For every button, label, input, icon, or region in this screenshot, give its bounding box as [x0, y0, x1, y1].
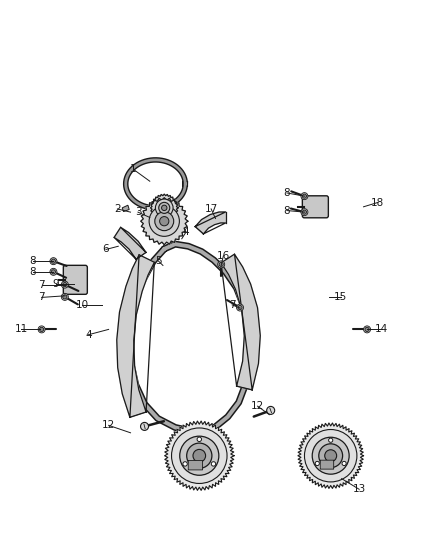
Circle shape [219, 262, 223, 266]
Text: 13: 13 [353, 484, 366, 494]
FancyBboxPatch shape [302, 196, 328, 218]
Circle shape [141, 422, 148, 431]
Text: 7: 7 [38, 293, 45, 302]
Text: 8: 8 [283, 188, 290, 198]
Text: 18: 18 [371, 198, 384, 207]
Circle shape [342, 462, 346, 465]
Polygon shape [141, 198, 188, 245]
Circle shape [159, 203, 170, 213]
Circle shape [39, 327, 44, 332]
Polygon shape [165, 421, 234, 490]
Circle shape [237, 304, 244, 311]
Text: 17: 17 [205, 204, 218, 214]
Circle shape [172, 428, 227, 483]
Text: 10: 10 [76, 300, 89, 310]
Circle shape [302, 210, 307, 214]
Circle shape [63, 295, 67, 299]
Circle shape [267, 406, 275, 415]
Text: 4: 4 [183, 227, 190, 237]
Circle shape [155, 199, 173, 217]
Circle shape [315, 462, 319, 465]
Circle shape [50, 257, 57, 265]
Circle shape [365, 327, 369, 332]
Circle shape [61, 281, 68, 288]
Circle shape [325, 450, 337, 462]
Text: 14: 14 [375, 325, 389, 334]
Circle shape [364, 326, 371, 333]
Text: 7: 7 [229, 300, 236, 310]
Circle shape [301, 192, 308, 200]
Circle shape [149, 206, 180, 236]
Circle shape [218, 261, 225, 268]
Text: 8: 8 [283, 206, 290, 215]
FancyBboxPatch shape [188, 461, 202, 470]
Circle shape [302, 194, 307, 198]
Circle shape [328, 438, 333, 442]
Circle shape [61, 293, 68, 301]
Polygon shape [122, 205, 129, 212]
Text: 5: 5 [155, 256, 162, 266]
Polygon shape [298, 423, 364, 488]
Circle shape [180, 436, 219, 475]
Polygon shape [114, 228, 146, 259]
Circle shape [193, 449, 205, 462]
Circle shape [51, 259, 56, 263]
Circle shape [63, 282, 67, 287]
FancyBboxPatch shape [320, 460, 334, 469]
Text: 12: 12 [251, 401, 264, 411]
Circle shape [183, 462, 187, 466]
Circle shape [187, 443, 212, 469]
Circle shape [50, 268, 57, 276]
Polygon shape [221, 254, 260, 390]
Text: 11: 11 [14, 325, 28, 334]
Circle shape [51, 270, 56, 274]
Text: 16: 16 [217, 251, 230, 261]
FancyBboxPatch shape [64, 265, 87, 294]
Circle shape [211, 462, 215, 466]
Circle shape [301, 208, 308, 216]
Circle shape [312, 437, 349, 474]
Text: 9: 9 [53, 279, 60, 288]
Circle shape [197, 437, 201, 441]
Text: 7: 7 [38, 280, 45, 290]
Circle shape [162, 205, 167, 211]
Circle shape [38, 326, 45, 333]
Polygon shape [117, 255, 154, 417]
Circle shape [238, 305, 242, 310]
Polygon shape [195, 212, 226, 234]
Circle shape [319, 444, 343, 467]
Text: 8: 8 [29, 256, 36, 266]
Text: 2: 2 [114, 204, 121, 214]
Text: 1: 1 [130, 165, 137, 174]
Polygon shape [151, 194, 178, 222]
Text: 4: 4 [85, 330, 92, 340]
Circle shape [155, 212, 174, 231]
Text: 12: 12 [102, 421, 115, 430]
Circle shape [159, 216, 169, 226]
Text: 15: 15 [334, 293, 347, 302]
Text: 8: 8 [29, 267, 36, 277]
Text: 6: 6 [102, 245, 110, 254]
Text: 3: 3 [134, 207, 141, 217]
Circle shape [304, 430, 357, 482]
